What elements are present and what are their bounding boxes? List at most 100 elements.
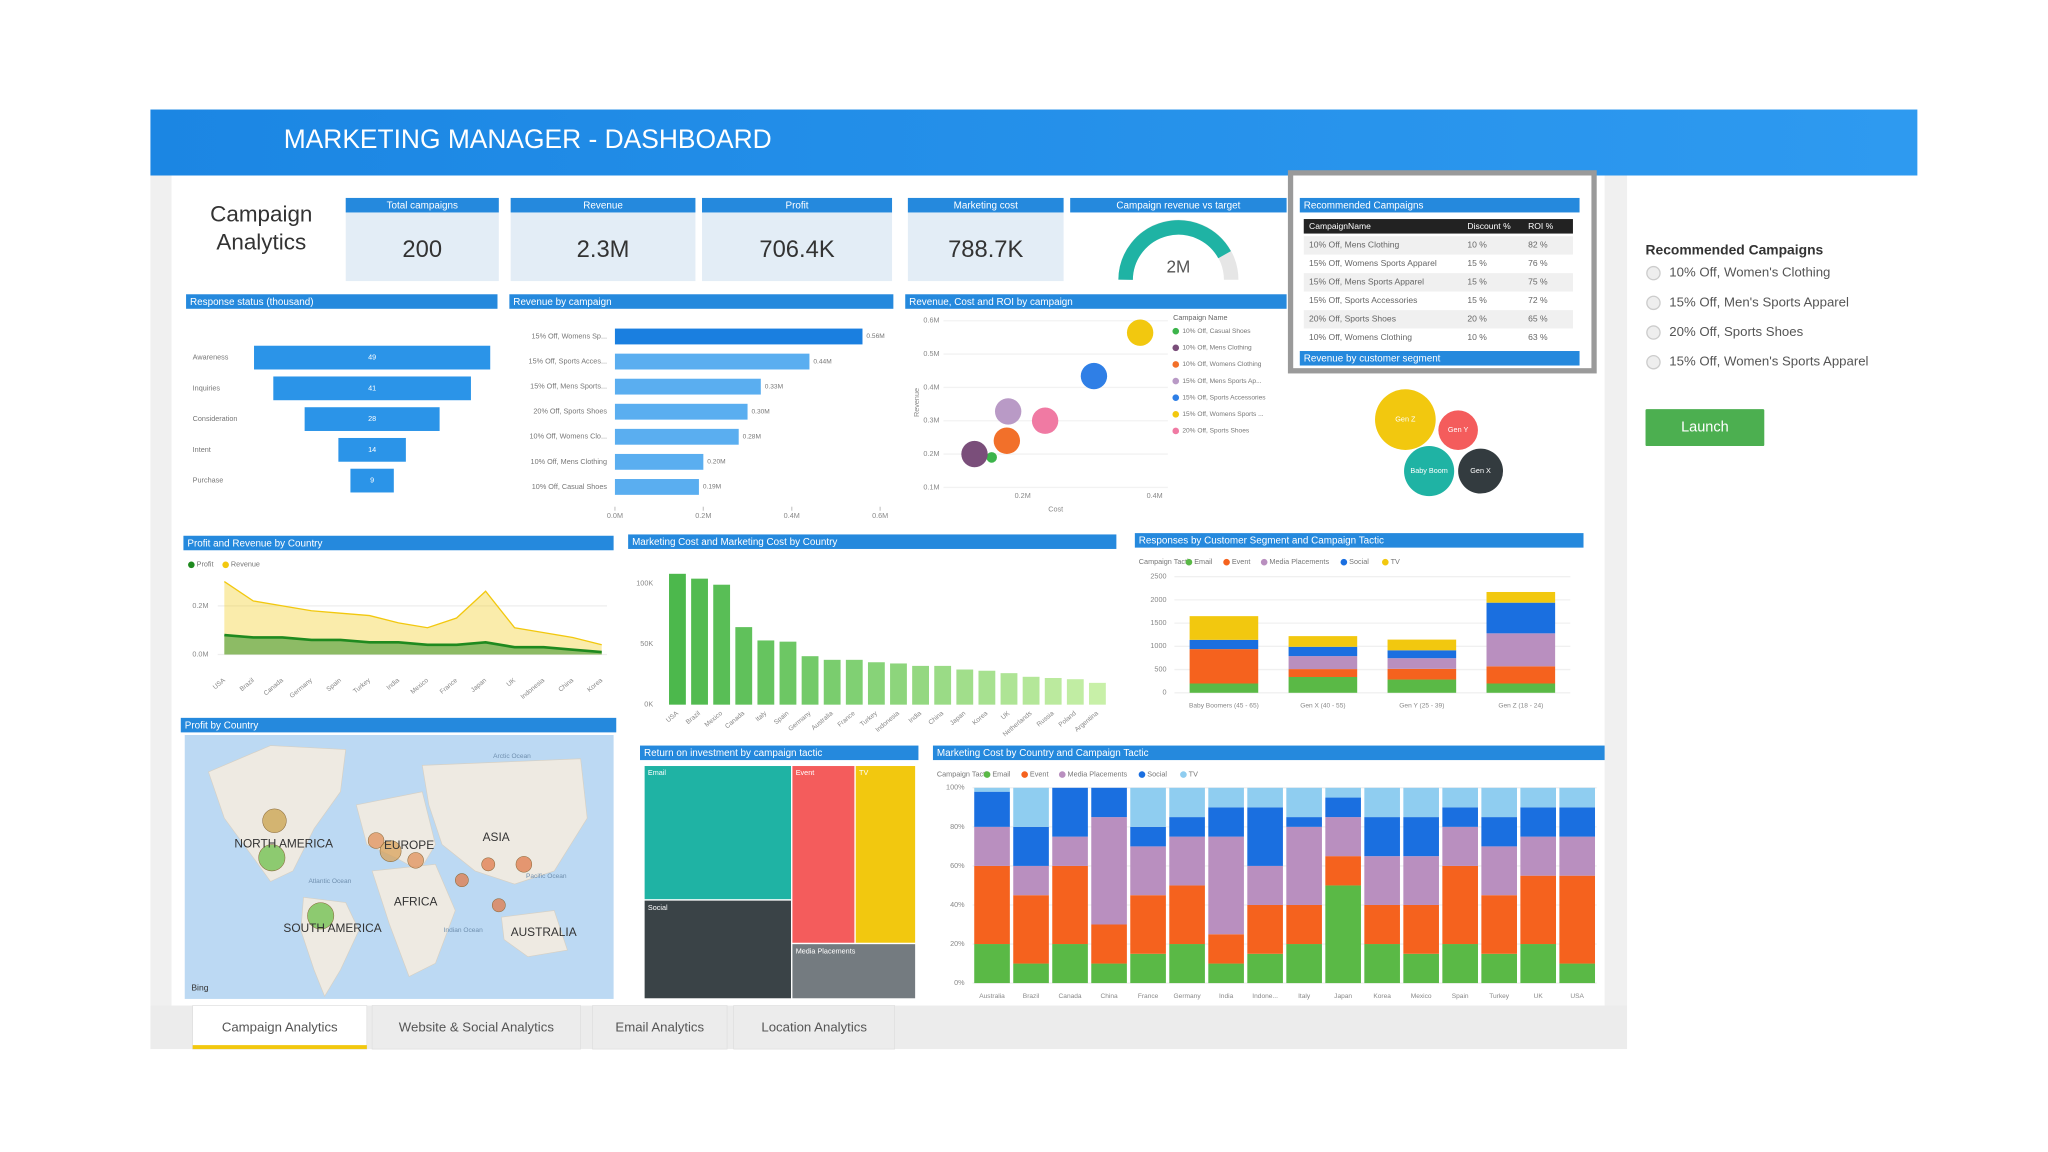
- y-tick-label: 0.5M: [923, 349, 939, 358]
- legend-label: 20% Off, Sports Shoes: [1182, 428, 1250, 435]
- stacked-segment: [1247, 787, 1283, 808]
- stacked-segment: [1559, 836, 1596, 876]
- gauge-header: [1070, 197, 1287, 213]
- y-tick-label: 100%: [946, 783, 965, 792]
- stacked-segment: [1189, 683, 1259, 693]
- radio-label[interactable]: 15% Off, Women's Sports Apparel: [1669, 354, 1868, 369]
- y-tick-label: 100K: [636, 578, 653, 587]
- radio-label[interactable]: 20% Off, Sports Shoes: [1669, 324, 1803, 339]
- legend-swatch: [1172, 361, 1180, 368]
- tab[interactable]: [192, 1005, 368, 1050]
- treemap-tile: [643, 899, 793, 1000]
- launch-button[interactable]: [1645, 409, 1765, 447]
- stacked-segment: [1325, 856, 1361, 886]
- radio-label[interactable]: 10% Off, Women's Clothing: [1669, 265, 1830, 280]
- funnel-bar: [350, 468, 394, 493]
- radio-button[interactable]: [1646, 354, 1661, 370]
- map-label: EUROPE: [384, 838, 434, 852]
- table-row-bg: [1303, 310, 1573, 329]
- x-tick-label: UK: [506, 677, 518, 689]
- stacked-segment: [1091, 924, 1127, 964]
- stacked-segment: [1286, 904, 1322, 945]
- stacked-segment: [1286, 817, 1322, 827]
- segment-bubble: [1404, 446, 1455, 497]
- panel-title: Marketing Cost and Marketing Cost by Cou…: [632, 537, 837, 548]
- table-row-bg: [1303, 328, 1573, 348]
- legend-title: Campaign Tactic: [937, 770, 991, 779]
- tab[interactable]: [371, 1005, 581, 1050]
- table-cell: 10 %: [1467, 240, 1487, 250]
- stacked-segment: [1486, 666, 1556, 684]
- funnel-value: 28: [368, 414, 376, 423]
- panel-title-bar: [905, 294, 1287, 309]
- legend-swatch: [1180, 771, 1187, 778]
- legend-swatch: [188, 561, 195, 569]
- stacked-segment: [1403, 787, 1439, 818]
- tab-label[interactable]: Campaign Analytics: [222, 1019, 338, 1034]
- table-cell: 15 %: [1467, 258, 1487, 268]
- panel-title-bar: [640, 745, 919, 761]
- radio-button[interactable]: [1646, 295, 1661, 311]
- table-cell: 15% Off, Sports Accessories: [1309, 295, 1417, 305]
- campaign-value: 0.30M: [752, 408, 770, 415]
- stacked-segment: [1288, 676, 1358, 693]
- bubble: [1080, 362, 1108, 390]
- x-tick-label: 0.6M: [872, 511, 888, 520]
- funnel-bar: [338, 437, 406, 462]
- segment-label: Baby Boom: [1410, 466, 1447, 475]
- legend-swatch: [1172, 327, 1180, 335]
- segment-bubble: [1458, 448, 1504, 494]
- panel-title: Profit by Country: [185, 720, 259, 731]
- panel-title: Recommended Campaigns: [1304, 200, 1424, 211]
- legend-label: Revenue: [231, 560, 260, 569]
- radio-button[interactable]: [1646, 325, 1661, 340]
- y-tick-label: 0.4M: [923, 382, 939, 391]
- table-cell: 63 %: [1528, 332, 1548, 342]
- kpi-header: [907, 197, 1064, 213]
- ocean-label: Indian Ocean: [444, 927, 483, 934]
- kpi-header: [510, 197, 696, 213]
- tab-label[interactable]: Email Analytics: [615, 1019, 704, 1034]
- treemap-label: Email: [648, 768, 667, 777]
- kpi-value: 200: [402, 236, 442, 263]
- launch-label[interactable]: Launch: [1681, 419, 1729, 435]
- campaign-bar: [614, 353, 810, 370]
- canvas: MARKETING MANAGER - DASHBOARD Campaign A…: [150, 109, 1918, 1050]
- tab[interactable]: [592, 1005, 728, 1050]
- treemap-tile: [791, 764, 856, 945]
- segment-bubble: [1438, 410, 1478, 450]
- stacked-segment: [1189, 649, 1259, 684]
- stacked-segment: [1013, 865, 1049, 896]
- stacked-segment: [1481, 895, 1517, 954]
- tab-label[interactable]: Location Analytics: [761, 1019, 867, 1034]
- legend-swatch: [1340, 558, 1348, 566]
- radio-label[interactable]: 15% Off, Men's Sports Apparel: [1669, 294, 1849, 309]
- map-land: [421, 758, 588, 885]
- radio-button[interactable]: [1646, 265, 1661, 281]
- stacked-segment: [974, 791, 1010, 827]
- bar: [1022, 676, 1040, 705]
- stacked-segment: [1325, 817, 1361, 857]
- bubble: [1031, 407, 1059, 434]
- bar: [934, 665, 952, 705]
- legend-title: Campaign Name: [1173, 313, 1227, 322]
- stacked-segment: [1442, 807, 1478, 827]
- tab[interactable]: [733, 1005, 896, 1050]
- x-tick-label: Indone...: [1252, 993, 1278, 1000]
- stacked-segment: [1169, 817, 1205, 837]
- tab-label[interactable]: Website & Social Analytics: [399, 1019, 555, 1034]
- treemap-tile: [791, 942, 917, 1000]
- legend-label: 10% Off, Womens Clothing: [1182, 361, 1261, 368]
- kpi-label: Profit: [786, 200, 809, 211]
- bar: [956, 669, 974, 705]
- table-cell: 15 %: [1467, 295, 1487, 305]
- table-cell: 82 %: [1528, 240, 1548, 250]
- table-cell: 10 %: [1467, 332, 1487, 342]
- x-tick-label: 0.4M: [784, 511, 800, 520]
- bar: [845, 659, 863, 705]
- map-bubble: [481, 857, 496, 872]
- header-title: MARKETING MANAGER - DASHBOARD: [284, 124, 772, 154]
- table-cell: 75 %: [1528, 277, 1548, 287]
- x-tick-label: Brazil: [1023, 993, 1040, 1000]
